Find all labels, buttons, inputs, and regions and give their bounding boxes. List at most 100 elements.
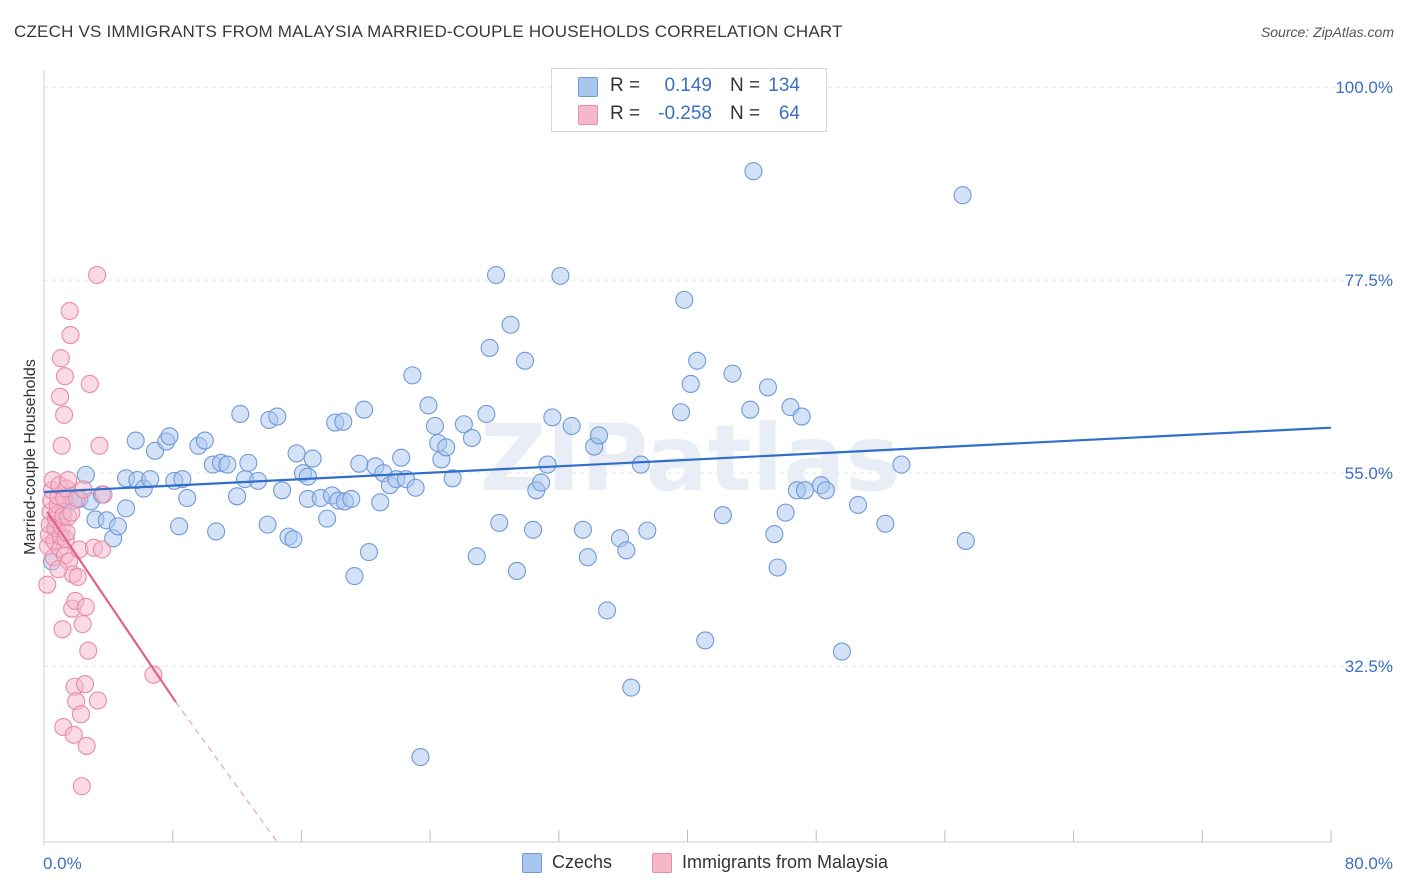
czech-point <box>713 506 732 525</box>
czech-point <box>816 481 835 500</box>
malaysia-point <box>76 597 95 617</box>
chart-title: CZECH VS IMMIGRANTS FROM MALAYSIA MARRIE… <box>14 22 843 41</box>
czech-point <box>298 467 317 486</box>
malaysia-point <box>68 567 87 586</box>
czech-point <box>848 495 868 514</box>
czech-point <box>758 378 777 397</box>
czech-point <box>490 513 509 532</box>
czech-point <box>501 315 520 334</box>
malaysia-point <box>55 405 74 424</box>
trend-lines <box>43 426 1332 843</box>
malaysia-point <box>59 470 78 490</box>
r-label: R = <box>610 103 641 124</box>
czech-point <box>776 503 795 522</box>
czech-point <box>467 547 486 566</box>
czech-point <box>562 416 581 436</box>
czech-point <box>892 455 911 474</box>
stats-row-malaysia: R = -0.258 N = 64 <box>552 100 826 128</box>
czech-point <box>178 488 197 508</box>
czech-point <box>342 489 361 508</box>
legend-swatch-malaysia <box>652 852 672 873</box>
czech-point <box>207 522 226 541</box>
czech-point <box>228 487 247 506</box>
legend-item-czechs[interactable]: Czechs <box>522 852 612 873</box>
malaysia-point <box>144 665 163 684</box>
czech-trend-line <box>43 426 1332 494</box>
czech-point <box>345 567 364 586</box>
czech-point <box>355 400 374 419</box>
czech-point <box>631 455 650 474</box>
czech-point <box>688 351 707 370</box>
czech-point <box>173 470 192 489</box>
czech-point <box>795 481 814 500</box>
malaysia-points <box>38 265 163 796</box>
malaysia-trend-line <box>46 511 177 703</box>
czech-point <box>454 415 473 434</box>
legend-item-malaysia[interactable]: Immigrants from Malaysia <box>652 852 888 873</box>
y-tick-label: 100.0% <box>1335 78 1393 97</box>
stats-box: R = 0.149 N = 134 R = -0.258 N = 64 <box>551 68 827 132</box>
czech-point <box>406 478 425 497</box>
czech-point <box>218 455 237 474</box>
czech-point <box>287 444 306 463</box>
czech-point <box>876 514 895 533</box>
czech-point <box>953 186 972 205</box>
r-value: 0.149 <box>664 75 712 96</box>
malaysia-point <box>55 367 74 386</box>
malaysia-point <box>79 641 98 660</box>
czech-point <box>675 290 694 309</box>
n-value: 64 <box>778 103 800 124</box>
malaysia-point <box>72 777 91 796</box>
czech-point <box>160 427 179 446</box>
czech-point <box>524 520 543 539</box>
legend: Czechs Immigrants from Malaysia <box>0 852 1406 878</box>
czech-point <box>126 431 145 450</box>
r-label: R = <box>610 75 641 96</box>
czech-point <box>617 541 636 560</box>
czech-point <box>672 403 691 422</box>
malaysia-point <box>52 436 71 455</box>
czechs-swatch <box>578 77 598 97</box>
czech-point <box>284 530 303 549</box>
legend-label-malaysia: Immigrants from Malaysia <box>682 852 889 872</box>
czech-point <box>507 561 527 580</box>
y-axis-title: Married-couple Households <box>22 359 39 555</box>
czech-point <box>578 548 597 567</box>
czech-point <box>792 407 811 426</box>
malaysia-point <box>38 575 57 594</box>
czech-point <box>392 448 411 467</box>
czech-point <box>765 525 784 544</box>
czech-point <box>768 558 787 577</box>
czech-point <box>419 396 438 415</box>
n-value: 134 <box>768 75 800 96</box>
czech-point <box>538 455 557 474</box>
r-value: -0.258 <box>658 103 712 124</box>
malaysia-point <box>71 705 91 724</box>
y-tick-label: 55.0% <box>1345 464 1393 483</box>
czech-point <box>573 520 592 539</box>
czech-point <box>741 400 760 419</box>
legend-label-czechs: Czechs <box>552 852 613 872</box>
czech-point <box>532 473 551 492</box>
malaysia-swatch <box>578 105 598 125</box>
malaysia-point <box>80 374 99 393</box>
malaysia-point <box>92 540 111 559</box>
czech-point <box>268 407 287 426</box>
czech-point <box>598 601 617 620</box>
czech-point <box>696 631 715 650</box>
czech-point <box>359 543 379 562</box>
czech-point <box>231 404 250 424</box>
n-label: N = <box>730 103 761 124</box>
czech-point <box>371 493 390 512</box>
x-tick-label-max: 80.0% <box>1345 854 1393 873</box>
malaysia-point <box>88 265 107 285</box>
source-label: Source: ZipAtlas.com <box>1260 24 1394 40</box>
malaysia-trend-extension <box>175 701 278 843</box>
czech-point <box>681 374 700 393</box>
malaysia-point <box>64 725 83 744</box>
malaysia-point <box>73 615 92 634</box>
czech-point <box>403 366 422 385</box>
czech-point <box>589 426 609 445</box>
czech-point <box>515 351 535 370</box>
